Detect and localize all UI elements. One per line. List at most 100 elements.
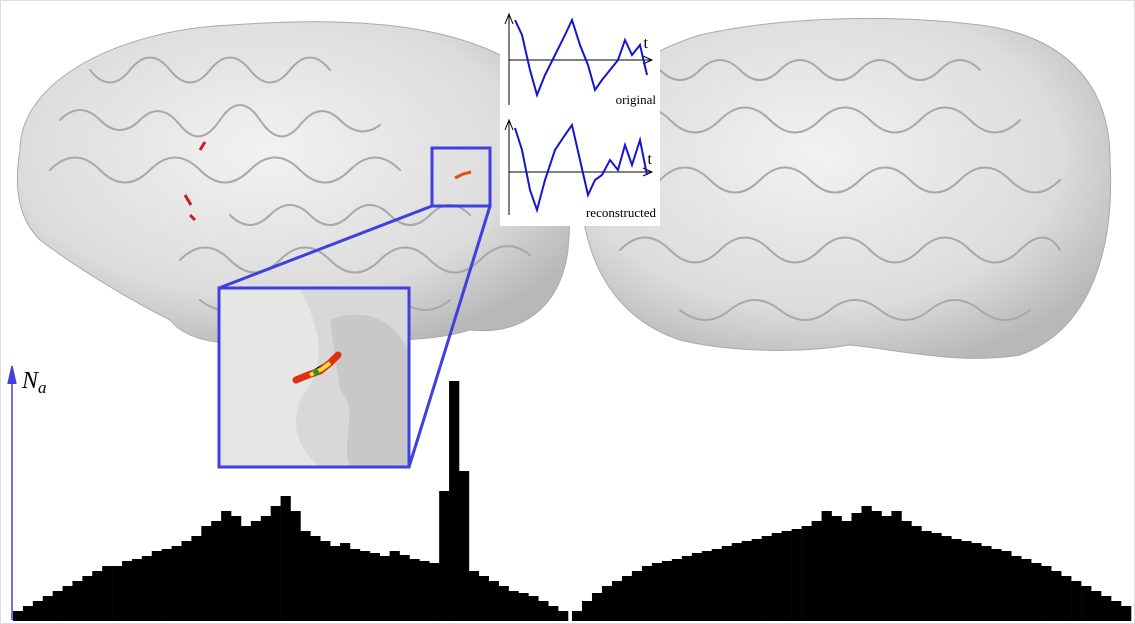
bar [582,601,592,621]
bar [33,601,43,621]
bar [1101,596,1111,621]
bar [548,606,558,621]
signal-panel: t original t reconstructed [500,8,660,226]
bar [742,541,752,621]
bar [300,531,310,621]
bar [528,596,538,621]
bar [72,581,82,621]
bar [518,593,528,621]
bar [63,586,73,621]
bar [291,511,301,621]
axis-label: t [644,35,649,52]
bar [132,559,142,621]
bar [662,561,672,621]
bar [1021,559,1031,621]
bar [419,561,429,621]
bar [891,511,901,621]
bar [812,521,822,621]
bar [682,556,692,621]
bar [13,611,23,621]
bar [1001,551,1011,621]
bar [191,536,201,621]
bar [911,526,921,621]
bar [509,591,519,621]
bar [672,559,682,621]
bar [499,586,509,621]
bar [941,536,951,621]
bar [558,611,568,621]
bar [23,606,33,621]
bar [692,553,702,621]
bar [380,556,390,621]
bar [632,571,642,621]
bar [602,586,612,621]
bar [802,526,812,621]
bar [330,546,340,621]
caption: original [616,92,657,107]
y-axis-label-sub: a [38,378,47,397]
bar [181,541,191,621]
bar [231,516,241,621]
bar [1051,571,1061,621]
bar [390,551,400,621]
bar [881,516,891,621]
bar [712,549,722,621]
axis-label: t [648,151,653,168]
bar [459,471,469,621]
bar [762,536,772,621]
bar [612,581,622,621]
bar [792,529,802,621]
bar [832,516,842,621]
bar [931,533,941,621]
caption: reconstructed [586,205,657,220]
bar [732,543,742,621]
bar [43,596,53,621]
bar [642,566,652,621]
bar [572,611,582,621]
bar [1071,581,1081,621]
bar [842,521,852,621]
bar [981,546,991,621]
bar [320,541,330,621]
bar [112,566,122,621]
bar [702,551,712,621]
bar [1121,606,1131,621]
bar [271,506,281,621]
bar [82,576,92,621]
bar [152,551,162,621]
bar [1041,566,1051,621]
bar [102,566,112,621]
bar [221,511,231,621]
bar [1031,563,1041,621]
bar [901,521,911,621]
bar [1081,586,1091,621]
bar [592,593,602,621]
bar [1091,591,1101,621]
bar [409,559,419,621]
bar [622,576,632,621]
bar [142,556,152,621]
bar [822,511,832,621]
bar [752,539,762,621]
bar [400,555,410,621]
bar [991,549,1001,621]
bar [439,491,449,621]
bar [310,536,320,621]
bar [201,526,211,621]
bar [722,546,732,621]
bar [1111,601,1121,621]
figure: t original t reconstructed Na [0,0,1135,624]
bar [921,531,931,621]
bar [53,591,63,621]
bar [772,533,782,621]
bar [92,571,102,621]
bar [469,571,479,621]
bar [961,541,971,621]
bar [360,551,370,621]
bar [489,581,499,621]
bar [429,563,439,621]
bar [370,553,380,621]
bar [538,601,548,621]
bar [479,576,489,621]
bar [340,543,350,621]
